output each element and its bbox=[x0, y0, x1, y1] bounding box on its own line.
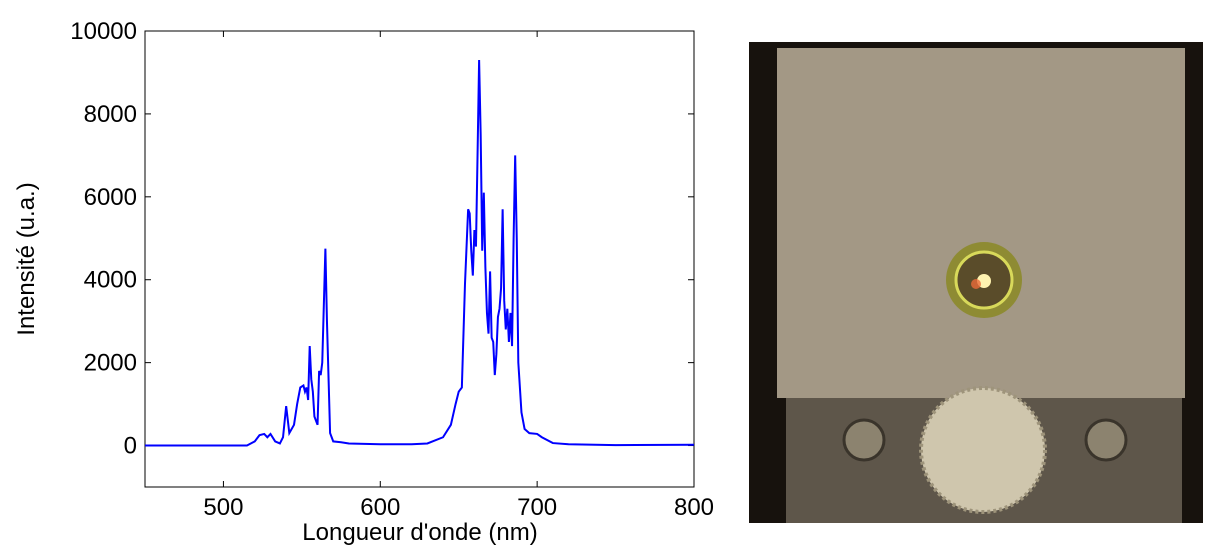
y-axis-label: Intensité (u.a.) bbox=[13, 182, 40, 335]
x-tick-label: 600 bbox=[360, 494, 400, 521]
screw bbox=[842, 418, 886, 462]
x-tick-label: 500 bbox=[203, 494, 243, 521]
y-tick-label: 0 bbox=[124, 433, 137, 460]
plot-frame bbox=[144, 30, 695, 488]
card bbox=[777, 48, 1185, 398]
y-tick-label: 4000 bbox=[84, 267, 137, 294]
x-tick-label: 800 bbox=[674, 494, 714, 521]
y-tick-label: 8000 bbox=[84, 101, 137, 128]
screw bbox=[1084, 418, 1128, 462]
spectrum-line bbox=[145, 59, 695, 447]
x-axis-label: Longueur d'onde (nm) bbox=[302, 519, 537, 546]
y-tick-label: 6000 bbox=[84, 184, 137, 211]
knob bbox=[919, 386, 1047, 514]
photo bbox=[749, 42, 1203, 523]
spot-red bbox=[971, 279, 981, 289]
y-tick-label: 10000 bbox=[70, 18, 137, 45]
y-tick-label: 2000 bbox=[84, 350, 137, 377]
x-tick-label: 700 bbox=[517, 494, 557, 521]
